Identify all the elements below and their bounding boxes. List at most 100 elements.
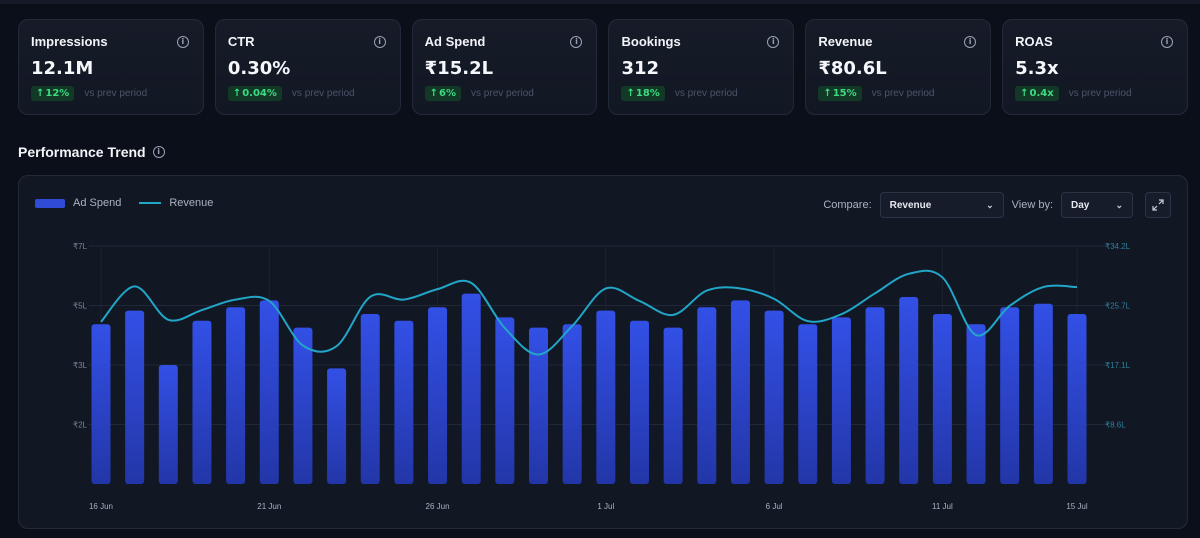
bar-ad-spend (91, 324, 111, 484)
compare-select[interactable]: Revenue ⌄ (879, 192, 1004, 218)
kpi-value: 12.1M (31, 58, 94, 79)
arrow-up-icon: ↑ (626, 88, 635, 99)
kpi-comparison-note: vs prev period (291, 88, 355, 99)
x-tick-label: 6 Jul (766, 502, 783, 511)
bar-ad-spend (764, 310, 784, 484)
kpi-card-roas[interactable]: ROAS i 5.3x ↑ 0.4x vs prev period (1002, 19, 1188, 115)
bar-ad-spend (899, 297, 919, 484)
expand-icon (1152, 199, 1164, 211)
bar-ad-spend (1067, 314, 1087, 484)
chart-controls: Compare: Revenue ⌄ View by: Day ⌄ (823, 192, 1171, 218)
kpi-footer: ↑ 6% vs prev period (424, 86, 585, 101)
bar-ad-spend (966, 324, 986, 484)
arrow-up-icon: ↑ (429, 88, 439, 99)
delta-badge: ↑ 0.04% (227, 86, 282, 101)
kpi-footer: ↑ 0.04% vs prev period (227, 86, 388, 101)
y-left-tick: ₹3L (73, 361, 88, 370)
x-tick-label: 1 Jul (597, 502, 614, 511)
viewby-label: View by: (1011, 199, 1053, 211)
y-left-tick: ₹2L (73, 421, 88, 430)
delta-badge: ↑ 12% (31, 86, 75, 101)
delta-badge: ↑ 15% (818, 86, 862, 101)
legend-item-ad-spend[interactable]: Ad Spend (35, 197, 121, 209)
kpi-comparison-note: vs prev period (871, 88, 935, 99)
expand-button[interactable] (1145, 192, 1171, 218)
bar-ad-spend (461, 293, 481, 484)
kpi-title: ROAS (1015, 34, 1053, 49)
x-tick-label: 26 Jun (426, 502, 450, 511)
bar-ad-spend (125, 310, 145, 484)
kpi-comparison-note: vs prev period (84, 88, 148, 99)
delta-value: 18% (635, 88, 660, 99)
legend-bar-swatch (35, 198, 65, 208)
arrow-up-icon: ↑ (232, 88, 242, 99)
kpi-card-ad-spend[interactable]: Ad Spend i ₹15.2L ↑ 6% vs prev period (411, 19, 598, 115)
kpi-value: ₹80.6L (818, 58, 887, 79)
bar-ad-spend (259, 300, 279, 484)
kpi-comparison-note: vs prev period (674, 88, 738, 99)
bar-ad-spend (663, 327, 683, 484)
kpi-value: ₹15.2L (424, 58, 494, 79)
y-right-tick: ₹25.7L (1105, 302, 1131, 311)
kpi-value: 312 (621, 58, 660, 79)
kpi-footer: ↑ 15% vs prev period (818, 86, 978, 101)
bar-ad-spend (562, 324, 582, 484)
kpi-card-ctr[interactable]: CTR i 0.30% ↑ 0.04% vs prev period (214, 19, 401, 115)
bar-ad-spend (798, 324, 818, 484)
chart-legend: Ad Spend Revenue (35, 197, 213, 209)
x-tick-label: 16 Jun (89, 502, 113, 511)
kpi-card-revenue[interactable]: Revenue i ₹80.6L ↑ 15% vs prev period (805, 19, 992, 115)
viewby-select[interactable]: Day ⌄ (1061, 192, 1133, 218)
legend-item-revenue[interactable]: Revenue (139, 197, 213, 209)
info-icon[interactable]: i (570, 36, 583, 48)
section-title: Performance Trend (18, 144, 146, 160)
info-icon[interactable]: i (152, 146, 165, 158)
chevron-down-icon: ⌄ (986, 199, 994, 210)
y-right-tick: ₹17.1L (1105, 361, 1131, 370)
bar-ad-spend (158, 365, 178, 484)
info-icon[interactable]: i (1160, 36, 1173, 48)
delta-value: 15% (832, 88, 857, 99)
info-icon[interactable]: i (373, 36, 386, 48)
compare-label: Compare: (823, 199, 872, 211)
revenue-line (100, 269, 1078, 356)
bar-ad-spend (327, 368, 347, 484)
bar-ad-spend (360, 314, 380, 484)
y-right-tick: ₹8.6L (1105, 421, 1126, 430)
kpi-value: 5.3x (1015, 58, 1059, 79)
legend-label-ad-spend: Ad Spend (73, 197, 122, 209)
bar-ad-spend (1000, 307, 1020, 484)
bar-ad-spend (226, 307, 246, 484)
bar-ad-spend (730, 300, 750, 484)
bar-ad-spend (293, 327, 313, 484)
delta-value: 0.04% (242, 88, 277, 99)
delta-badge: ↑ 0.4x (1015, 86, 1059, 101)
info-icon[interactable]: i (964, 36, 977, 48)
x-tick-label: 15 Jul (1066, 502, 1088, 511)
y-left-tick: ₹5L (73, 302, 88, 311)
bar-ad-spend (495, 317, 515, 484)
kpi-footer: ↑ 12% vs prev period (31, 86, 191, 101)
delta-value: 6% (439, 88, 457, 99)
performance-chart: ₹2L ₹8.6L ₹3L ₹17.1L ₹5L ₹25.7L ₹7L ₹34.2L 16 Ju… (73, 242, 1131, 511)
delta-badge: ↑ 18% (621, 86, 665, 101)
info-icon[interactable]: i (767, 36, 780, 48)
kpi-card-bookings[interactable]: Bookings i 312 ↑ 18% vs prev period (608, 19, 795, 115)
kpi-title: Revenue (818, 34, 873, 49)
bar-ad-spend (596, 310, 616, 484)
bar-ad-spend (428, 307, 448, 484)
top-divider (0, 0, 1200, 4)
chevron-down-icon: ⌄ (1115, 199, 1123, 210)
delta-badge: ↑ 6% (424, 86, 462, 101)
section-header: Performance Trend i (18, 144, 165, 160)
kpi-footer: ↑ 18% vs prev period (621, 86, 781, 101)
info-icon[interactable]: i (176, 36, 189, 48)
y-right-tick: ₹34.2L (1105, 242, 1131, 251)
bar-ad-spend (394, 320, 414, 484)
kpi-card-impressions[interactable]: Impressions i 12.1M ↑ 12% vs prev period (18, 19, 204, 115)
viewby-value: Day (1071, 199, 1090, 211)
kpi-title: CTR (227, 34, 255, 49)
bar-ad-spend (529, 327, 549, 484)
kpi-title: Impressions (31, 34, 108, 49)
y-left-tick: ₹7L (73, 242, 88, 251)
